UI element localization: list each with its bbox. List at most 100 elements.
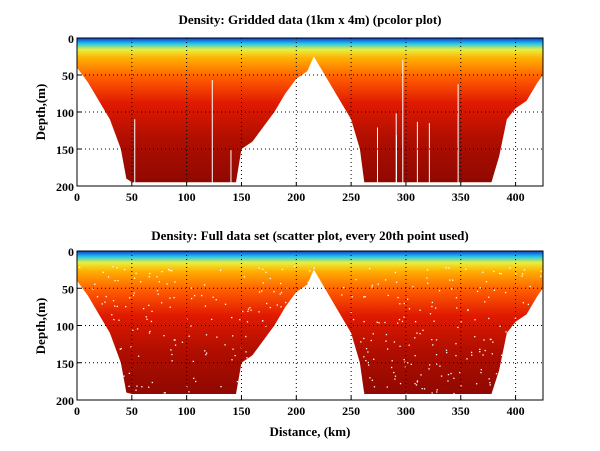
data-gap-point (301, 323, 303, 325)
data-gap-point (524, 352, 526, 355)
data-gap-point (500, 273, 502, 275)
data-gap-point (404, 366, 407, 368)
data-gap-point (338, 331, 340, 334)
data-gap-point (181, 341, 184, 343)
data-gap-point (160, 302, 163, 304)
x-tick-label: 100 (178, 404, 196, 418)
data-gap-point (141, 386, 143, 388)
x-tick-label: 300 (397, 190, 415, 204)
data-gap-point (522, 302, 525, 304)
data-gap-point (495, 373, 498, 375)
data-gap-point (244, 392, 246, 395)
data-gap-point (136, 385, 138, 387)
data-gap-point (455, 343, 457, 345)
data-gap-point (295, 371, 297, 373)
data-gap-point (278, 348, 280, 351)
data-gap-point (378, 322, 380, 324)
data-gap-point (204, 305, 207, 307)
top-chart-title: Density: Gridded data (1km x 4m) (pcolor… (178, 12, 441, 27)
data-gap-point (149, 272, 151, 275)
data-gap-point (525, 370, 527, 372)
data-gap-point (541, 336, 543, 338)
data-gap-point (125, 306, 127, 308)
data-gap-point (523, 269, 526, 271)
data-gap-point (474, 336, 476, 338)
data-gap-point (168, 268, 170, 271)
data-gap-point (373, 358, 375, 360)
data-gap-point (258, 267, 260, 269)
data-gap-point (245, 351, 247, 353)
data-gap-point (99, 339, 101, 342)
data-gap-point (391, 360, 393, 362)
x-tick-label: 200 (287, 404, 305, 418)
x-tick-label: 400 (507, 404, 525, 418)
data-gap-point (251, 382, 253, 384)
data-gap-point (145, 316, 147, 318)
data-gap-point (485, 281, 488, 283)
data-gap-point (419, 333, 421, 335)
data-gap-point (365, 347, 368, 350)
data-gap-point (123, 268, 126, 271)
data-gap-point (128, 385, 130, 388)
data-gap-point (399, 303, 401, 305)
data-gap-point (403, 358, 405, 361)
data-gap-point (377, 283, 379, 285)
data-gap-point (386, 386, 388, 388)
data-gap-point (412, 286, 414, 288)
data-gap-point (363, 337, 365, 340)
data-gap-point (330, 316, 333, 318)
data-gap-point (484, 349, 486, 352)
data-gap-point (280, 377, 282, 379)
data-gap-point (404, 361, 406, 363)
data-gap-point (135, 389, 137, 391)
data-gap-point (326, 323, 329, 325)
data-gap-point (414, 354, 416, 357)
data-gap-point (205, 354, 207, 356)
data-gap-point (456, 307, 458, 309)
data-gap-point (482, 271, 484, 273)
data-gap-point (149, 330, 151, 333)
data-gap-point (422, 329, 424, 332)
data-gap-point (387, 294, 389, 297)
x-tick-label: 350 (452, 190, 470, 204)
data-gap-point (313, 267, 315, 269)
data-gap-point (362, 391, 365, 394)
data-gap-point (460, 385, 462, 387)
x-tick-label: 300 (397, 404, 415, 418)
data-gap-point (439, 365, 441, 367)
data-gap-point (451, 288, 453, 290)
data-gap-point (483, 339, 485, 341)
data-gap-point (465, 268, 467, 270)
data-gap-point (450, 372, 452, 375)
data-gap-point (410, 363, 412, 366)
data-gap-point (116, 305, 118, 308)
data-gap-point (201, 294, 203, 297)
data-gap-point (92, 337, 95, 340)
data-gap-point (112, 266, 114, 268)
data-gap-point (173, 339, 175, 341)
data-gap-point (210, 318, 213, 321)
data-gap-point (111, 314, 113, 316)
data-gap-point (133, 277, 136, 279)
y-tick-label: 100 (56, 320, 74, 334)
data-gap-point (107, 276, 110, 278)
data-gap-point (108, 348, 110, 351)
data-gap-point (285, 337, 287, 340)
data-gap-point (521, 275, 523, 277)
data-gap-point (540, 275, 542, 278)
data-gap-point (459, 371, 461, 374)
data-gap-point (239, 318, 241, 321)
data-gap-point (86, 383, 89, 385)
data-gap-point (119, 348, 121, 350)
data-gap-point (434, 307, 437, 309)
data-gap-point (432, 344, 434, 346)
data-gap-point (416, 381, 419, 383)
data-gap-point (280, 306, 282, 308)
data-gap-point (503, 385, 505, 387)
data-gap-point (81, 298, 84, 300)
data-gap-point (541, 294, 543, 296)
data-gap-point (104, 333, 106, 335)
data-gap-point (453, 377, 455, 379)
data-gap-point (408, 308, 411, 310)
data-gap-point (536, 395, 538, 397)
